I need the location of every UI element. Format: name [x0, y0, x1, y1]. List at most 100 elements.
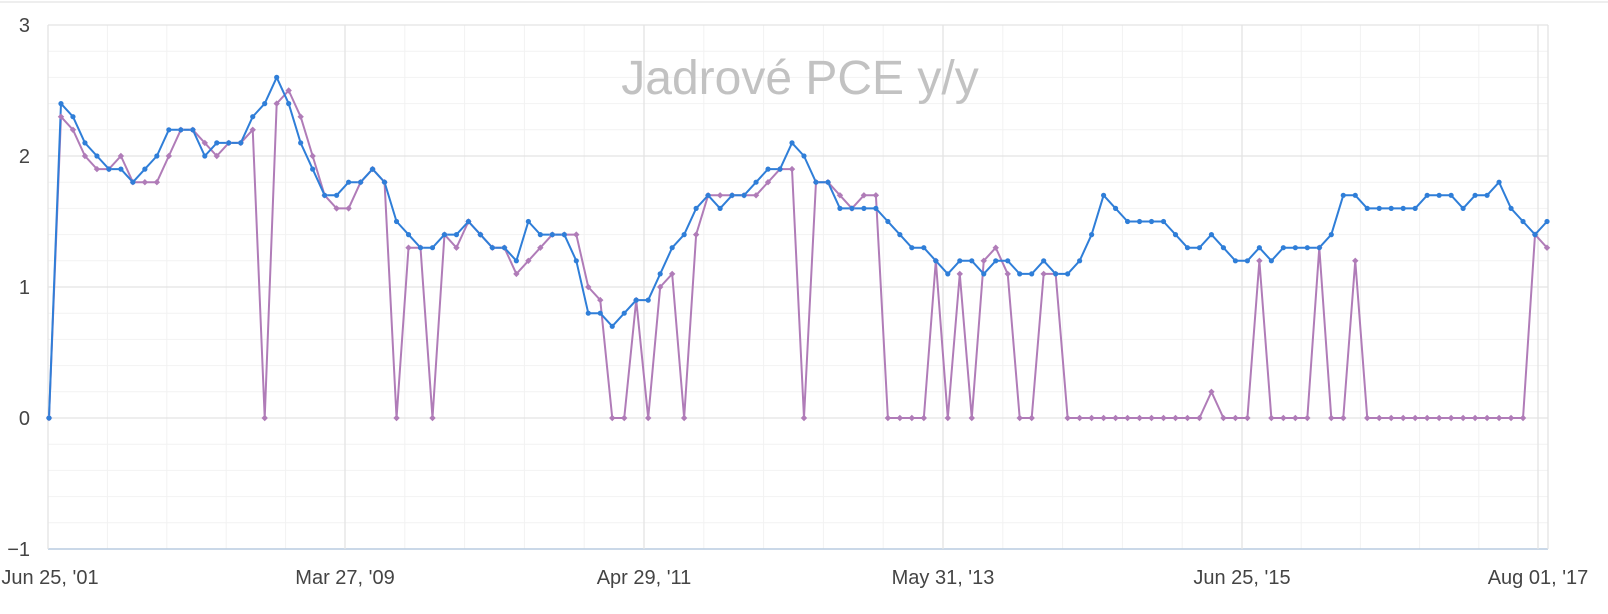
data-point	[1040, 270, 1047, 278]
data-point	[717, 205, 723, 211]
data-point	[597, 310, 603, 316]
data-point	[1423, 414, 1431, 422]
data-point	[58, 101, 64, 107]
series	[45, 74, 1551, 422]
data-point	[813, 179, 819, 185]
data-point	[1399, 414, 1407, 422]
data-point	[1065, 271, 1071, 277]
data-point	[800, 414, 808, 422]
data-point	[789, 140, 795, 146]
data-point	[668, 270, 676, 278]
data-point	[1220, 245, 1227, 251]
data-point	[1435, 414, 1443, 422]
data-point	[1459, 414, 1467, 422]
data-point	[226, 140, 232, 146]
data-point	[214, 140, 220, 146]
data-point	[165, 152, 173, 160]
data-point	[213, 152, 220, 160]
data-point	[393, 414, 400, 422]
data-point	[1124, 414, 1131, 422]
data-point	[537, 232, 543, 238]
data-point	[669, 245, 675, 251]
data-point	[1196, 414, 1203, 422]
data-point	[969, 258, 975, 264]
data-point	[1364, 205, 1370, 211]
data-point	[1483, 414, 1491, 422]
data-point	[729, 192, 735, 198]
data-point	[1472, 192, 1478, 198]
data-point	[1076, 414, 1083, 422]
data-point	[118, 166, 124, 172]
series-markers-1	[46, 74, 1550, 421]
data-point	[681, 232, 687, 238]
data-point	[609, 323, 615, 329]
data-point	[1184, 245, 1191, 251]
data-point	[369, 166, 376, 172]
data-point	[825, 179, 831, 185]
data-point	[477, 232, 484, 238]
data-point	[1424, 192, 1430, 198]
data-point	[933, 258, 939, 264]
data-point	[897, 232, 903, 238]
x-tick-label: Aug 01, '17	[1488, 567, 1589, 589]
data-point	[860, 192, 868, 199]
data-point	[1340, 414, 1347, 422]
data-point	[1041, 258, 1047, 264]
data-point	[250, 114, 256, 120]
data-point	[561, 232, 567, 238]
data-point	[885, 218, 891, 225]
data-point	[1124, 218, 1131, 225]
data-point	[1064, 414, 1071, 422]
data-point	[285, 87, 292, 94]
data-point	[645, 414, 652, 422]
data-point	[298, 140, 304, 146]
x-tick-label: Mar 27, '09	[295, 567, 394, 589]
data-point	[1376, 205, 1382, 211]
data-point	[1507, 414, 1515, 422]
data-point	[429, 414, 436, 422]
data-point	[957, 258, 963, 264]
data-point	[249, 126, 256, 133]
series-line-2	[48, 89, 1548, 419]
y-tick-label: 2	[19, 146, 30, 168]
data-point	[1328, 414, 1335, 422]
data-point	[1328, 232, 1334, 238]
data-point	[117, 152, 125, 160]
data-point	[1148, 414, 1155, 422]
data-point	[609, 414, 616, 422]
data-point	[980, 257, 987, 264]
y-tick-label: 0	[19, 408, 30, 430]
data-point	[1088, 414, 1095, 422]
data-point	[777, 166, 783, 172]
data-point	[945, 271, 951, 277]
data-point	[465, 218, 472, 225]
data-point	[1484, 192, 1490, 198]
data-point	[1016, 414, 1023, 422]
data-point	[1077, 258, 1083, 264]
data-point	[693, 205, 699, 211]
data-point	[1005, 258, 1011, 264]
data-point	[896, 414, 904, 422]
data-point	[525, 257, 532, 264]
data-point	[1544, 218, 1550, 225]
data-point	[1244, 414, 1251, 422]
x-tick-label: Jun 25, '01	[1, 567, 98, 589]
data-point	[309, 152, 316, 160]
x-tick-label: Apr 29, '11	[597, 567, 692, 589]
data-point	[501, 245, 507, 251]
data-point	[1268, 258, 1274, 264]
y-tick-label: 1	[19, 277, 30, 299]
data-point	[1340, 192, 1346, 198]
data-point	[1268, 414, 1275, 422]
data-point	[142, 166, 148, 172]
data-point	[1448, 192, 1454, 198]
data-point	[94, 153, 100, 159]
data-point	[692, 231, 700, 238]
data-point	[621, 310, 627, 316]
data-point	[82, 140, 88, 146]
data-point	[1304, 245, 1310, 251]
y-tick-label: 3	[19, 15, 30, 37]
y-tick-label: −1	[7, 539, 30, 561]
data-point	[921, 245, 927, 251]
data-point	[801, 153, 807, 159]
